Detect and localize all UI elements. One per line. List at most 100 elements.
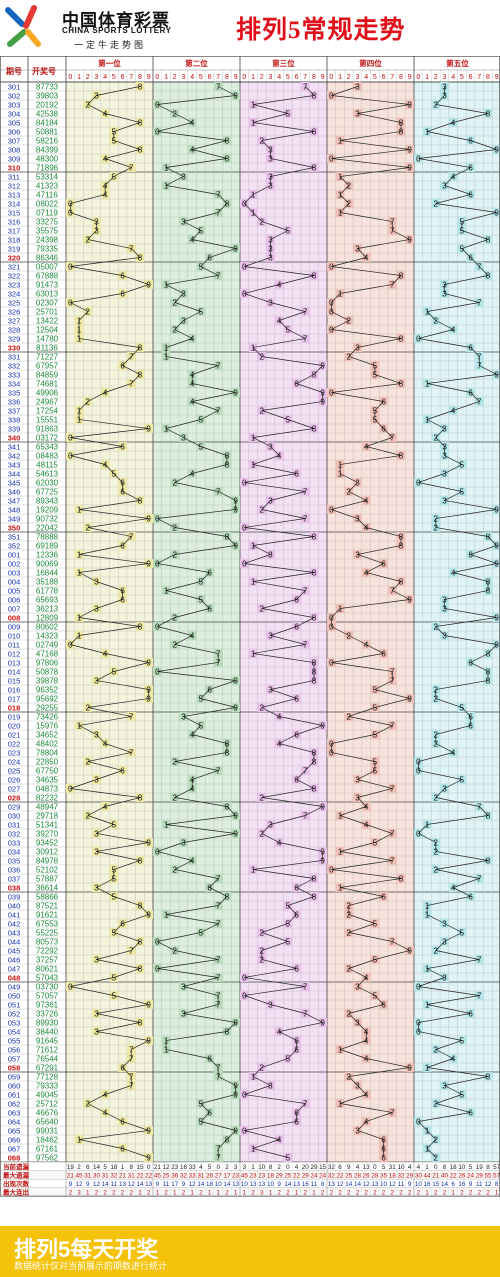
draw-number: 08022 (36, 200, 59, 209)
digit-header: 9 (321, 74, 325, 81)
winning-digit: 2 (173, 326, 178, 335)
stat-value: 24 (467, 1172, 475, 1179)
winning-digit: 9 (494, 146, 499, 155)
winning-digit: 2 (434, 947, 439, 956)
issue-number: 039 (8, 893, 21, 902)
winning-digit: 5 (460, 776, 465, 785)
digit-header: 0 (416, 74, 420, 81)
draw-number: 65693 (36, 596, 59, 605)
winning-digit: 5 (112, 821, 117, 830)
winning-digit: 0 (155, 101, 160, 110)
stat-value: 19 (476, 1164, 484, 1171)
issue-number: 002 (8, 560, 21, 569)
stat-value: 10 (458, 1164, 466, 1171)
issue-number: 311 (8, 173, 20, 182)
issue-number: 068 (8, 1154, 21, 1163)
issue-number: 054 (8, 1028, 21, 1037)
winning-digit: 3 (355, 551, 360, 560)
draw-number: 90732 (36, 515, 59, 524)
draw-number: 14323 (36, 632, 59, 641)
winning-digit: 1 (77, 1136, 82, 1145)
stat-label: 最大遗漏 (3, 1170, 30, 1179)
position-header: 第二位 (185, 58, 208, 68)
winning-digit: 4 (364, 254, 369, 263)
stat-value: 30 (93, 1172, 101, 1179)
winning-digit: 1 (251, 866, 256, 875)
winning-digit: 9 (407, 947, 412, 956)
left-column-background (0, 56, 66, 1197)
stat-value: 2 (477, 1190, 481, 1197)
winning-digit: 8 (312, 92, 317, 101)
issue-number: 342 (8, 452, 21, 461)
winning-digit: 0 (416, 155, 421, 164)
stat-value: 30 (415, 1172, 423, 1179)
stat-value: 1 (173, 1190, 177, 1197)
winning-digit: 5 (112, 974, 117, 983)
digit-header: 4 (451, 74, 455, 81)
footer-title: 排列5每天开奖 (14, 1237, 159, 1262)
winning-digit: 4 (364, 1118, 369, 1127)
issue-number: 301 (8, 83, 21, 92)
winning-digit: 4 (451, 569, 456, 578)
draw-number: 18462 (36, 1136, 59, 1145)
issue-number: 047 (8, 965, 21, 974)
winning-digit: 8 (138, 119, 143, 128)
winning-digit: 2 (347, 902, 352, 911)
draw-number: 49906 (36, 389, 59, 398)
stat-row-background (0, 1170, 500, 1180)
stat-value: 31 (197, 1172, 205, 1179)
draw-number: 25712 (36, 1100, 59, 1109)
winning-digit: 8 (225, 155, 230, 164)
draw-number: 30912 (36, 848, 59, 857)
stat-value: 4 (408, 1164, 412, 1171)
winning-digit: 8 (399, 533, 404, 542)
winning-digit: 5 (286, 326, 291, 335)
winning-digit: 6 (120, 542, 125, 551)
winning-digit: 4 (364, 443, 369, 452)
digit-header: 9 (234, 74, 238, 81)
draw-number: 48947 (36, 803, 59, 812)
winning-digit: 2 (434, 740, 439, 749)
stat-value: 2 (373, 1190, 377, 1197)
draw-number: 76544 (36, 1055, 59, 1064)
winning-digit: 7 (216, 488, 221, 497)
winning-digit: 4 (190, 380, 195, 389)
winning-digit: 3 (355, 344, 360, 353)
draw-number: 33275 (36, 218, 59, 227)
winning-digit: 0 (242, 974, 247, 983)
winning-digit: 9 (146, 686, 151, 695)
winning-digit: 2 (260, 605, 265, 614)
winning-digit: 9 (233, 497, 238, 506)
stat-value: 2 (382, 1190, 386, 1197)
winning-digit: 9 (233, 245, 238, 254)
winning-digit: 4 (364, 1028, 369, 1037)
stat-value: 13 (232, 1181, 240, 1188)
draw-number: 57057 (36, 992, 59, 1001)
winning-digit: 2 (434, 794, 439, 803)
winning-digit: 3 (442, 470, 447, 479)
winning-digit: 9 (320, 722, 325, 731)
draw-number: 47116 (36, 191, 58, 200)
draw-number: 19209 (36, 506, 59, 515)
winning-digit: 6 (120, 1118, 125, 1127)
winning-digit: 0 (416, 479, 421, 488)
winning-digit: 2 (173, 479, 178, 488)
winning-digit: 8 (399, 542, 404, 551)
digit-header: 3 (181, 74, 185, 81)
winning-digit: 6 (120, 272, 125, 281)
stat-value: 2 (251, 1190, 255, 1197)
draw-number: 51341 (36, 821, 59, 830)
winning-digit: 4 (190, 632, 195, 641)
stat-value: 8 (321, 1181, 325, 1188)
winning-digit: 9 (407, 146, 412, 155)
winning-digit: 0 (416, 1118, 421, 1127)
winning-digit: 3 (181, 434, 186, 443)
digit-header: 1 (77, 74, 81, 81)
winning-digit: 7 (477, 353, 482, 362)
winning-digit: 8 (399, 380, 404, 389)
winning-digit: 8 (399, 128, 404, 137)
draw-number: 52102 (36, 866, 59, 875)
winning-digit: 0 (68, 200, 73, 209)
issue-number: 025 (8, 767, 21, 776)
issue-number: 007 (8, 605, 21, 614)
